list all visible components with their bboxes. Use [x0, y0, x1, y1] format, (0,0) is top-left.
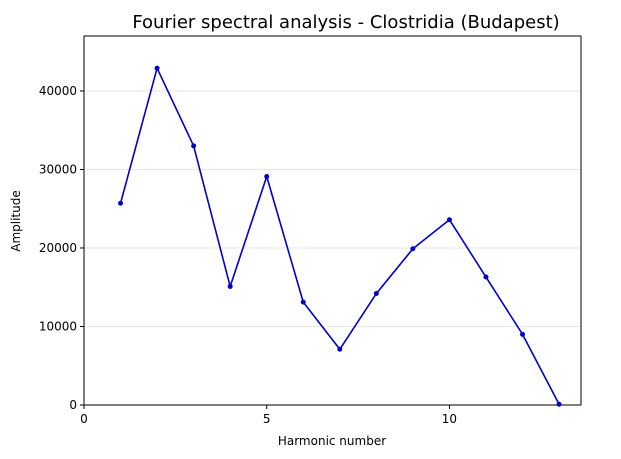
y-tick-label: 30000 — [39, 162, 77, 176]
x-tick-label: 10 — [442, 412, 457, 426]
data-point — [191, 143, 197, 149]
series-layer — [118, 65, 562, 407]
data-point — [410, 246, 416, 252]
data-point — [154, 65, 160, 71]
data-point — [556, 401, 562, 407]
x-tick-label: 5 — [263, 412, 271, 426]
y-tick-label: 10000 — [39, 319, 77, 333]
data-point — [520, 331, 526, 337]
data-point — [227, 283, 233, 289]
plot-area-frame — [83, 35, 582, 406]
series-line — [119, 67, 560, 405]
data-point — [446, 217, 452, 223]
chart-title: Fourier spectral analysis - Clostridia (… — [132, 12, 559, 33]
data-point — [483, 274, 489, 280]
x-tick-label: 0 — [80, 412, 88, 426]
x-axis-ticks: 0 5 10 — [80, 405, 457, 426]
y-tick-label: 40000 — [39, 84, 77, 98]
y-tick-label: 0 — [69, 398, 77, 412]
grid-lines — [84, 90, 581, 327]
data-point — [118, 200, 124, 206]
data-point — [337, 346, 343, 352]
y-axis-ticks: 0 10000 20000 30000 40000 — [39, 84, 84, 412]
y-axis-label: Amplitude — [9, 190, 23, 252]
y-tick-label: 20000 — [39, 241, 77, 255]
data-point — [373, 291, 379, 297]
x-axis-label: Harmonic number — [278, 434, 386, 448]
data-point — [300, 299, 306, 305]
data-point — [264, 174, 270, 180]
